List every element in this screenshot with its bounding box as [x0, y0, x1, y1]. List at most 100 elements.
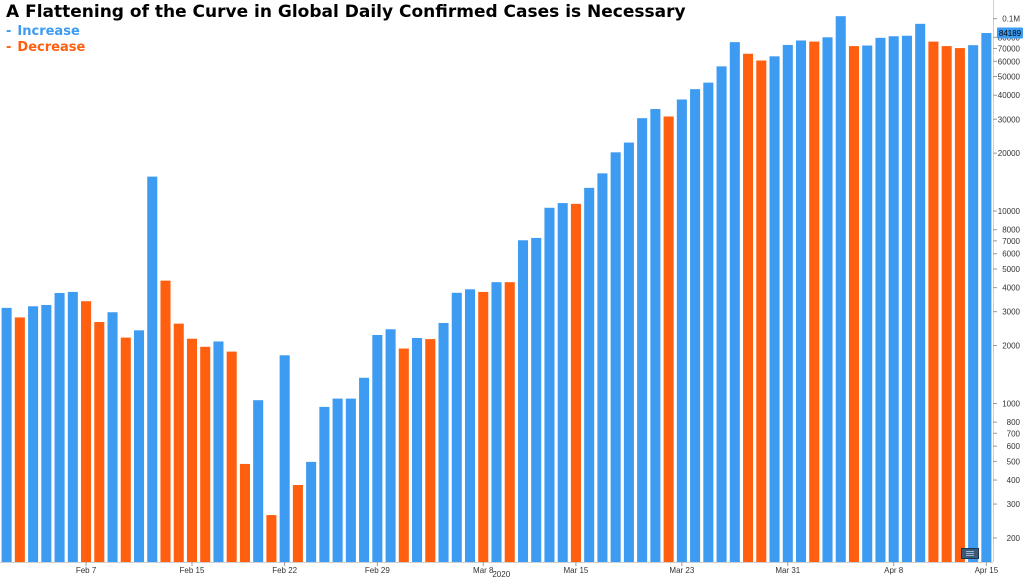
y-tick-label: 10000 [998, 207, 1021, 216]
bar-increase [491, 282, 502, 562]
bar-increase [372, 334, 383, 562]
last-value-tag [997, 27, 1023, 39]
bar-increase [147, 176, 158, 562]
y-tick-label: 1000 [1002, 399, 1020, 408]
y-tick-label: 400 [1007, 476, 1021, 485]
bar-increase [319, 406, 330, 562]
bar-decrease [94, 322, 105, 562]
x-tick-label: Mar 8 [473, 566, 494, 575]
bar-decrease [663, 116, 674, 562]
bar-increase [597, 173, 608, 562]
bar-decrease [239, 463, 250, 562]
y-tick-label: 20000 [998, 149, 1021, 158]
bar-increase [345, 398, 356, 562]
bar-decrease [928, 41, 939, 562]
bar-increase [544, 207, 555, 562]
bar-decrease [504, 282, 515, 562]
bar-increase [729, 42, 740, 562]
bar-decrease [120, 337, 131, 562]
bar-increase [716, 66, 727, 563]
bar-increase [795, 40, 807, 563]
bar-decrease [200, 346, 211, 562]
bar-increase [464, 289, 476, 562]
bar-increase [557, 203, 568, 562]
y-tick-label: 500 [1007, 457, 1021, 466]
bar-decrease [570, 203, 581, 563]
bar-increase [213, 341, 224, 562]
y-tick-label: 0.1M [1002, 15, 1020, 24]
bar-increase [107, 312, 118, 562]
bar-increase [981, 33, 992, 562]
bar-increase [915, 23, 926, 562]
bar-increase [769, 56, 780, 562]
y-tick-label: 8000 [1002, 226, 1020, 235]
y-tick-label: 50000 [998, 73, 1021, 82]
bar-decrease [226, 351, 237, 562]
bar-increase [133, 330, 145, 562]
bar-increase [835, 16, 846, 563]
x-tick-label: Feb 29 [365, 566, 390, 575]
legend-label-increase: Increase [17, 24, 80, 39]
y-tick-label: 5000 [1002, 265, 1020, 274]
bar-decrease [809, 41, 820, 562]
bar-increase [359, 377, 370, 562]
last-value-label: 84189 [999, 29, 1022, 38]
x-tick-label: Mar 23 [669, 566, 694, 575]
y-tick-label: 40000 [998, 91, 1021, 100]
legend-dash-icon: - [6, 24, 12, 39]
bar-decrease [186, 338, 198, 562]
bar-increase [703, 82, 714, 562]
bar-increase [888, 36, 899, 562]
bar-increase [279, 355, 290, 562]
table-view-icon[interactable] [961, 548, 979, 559]
bar-increase [54, 293, 65, 562]
bar-decrease [743, 53, 754, 562]
x-tick-label: Mar 15 [563, 566, 588, 575]
legend-item-decrease: - Decrease [6, 40, 85, 56]
legend-item-increase: - Increase [6, 24, 85, 40]
bar-increase [650, 109, 661, 562]
bar-increase [306, 461, 317, 562]
bar-increase [822, 37, 833, 563]
bar-decrease [398, 348, 409, 562]
bar-decrease [756, 60, 767, 562]
bar-decrease [292, 484, 303, 562]
bar-increase [676, 99, 687, 562]
x-tick-label: Feb 22 [272, 566, 297, 575]
bar-increase [623, 142, 634, 563]
bar-decrease [848, 46, 860, 563]
bar-decrease [478, 291, 489, 562]
y-tick-label: 70000 [998, 44, 1021, 53]
bar-increase [451, 292, 462, 562]
legend-dash-icon: - [6, 40, 12, 55]
bar-increase [862, 45, 873, 562]
x-tick-label: Feb 7 [76, 566, 97, 575]
bar-increase [610, 152, 621, 562]
y-tick-label: 200 [1007, 534, 1021, 543]
y-tick-label: 800 [1007, 418, 1021, 427]
bar-increase [438, 322, 449, 562]
bar-increase [584, 187, 595, 563]
y-tick-label: 30000 [998, 115, 1021, 124]
x-tick-label: Feb 15 [180, 566, 205, 575]
bar-decrease [954, 48, 965, 562]
bar-increase [968, 45, 979, 563]
y-tick-label: 6000 [1002, 250, 1020, 259]
bar-increase [28, 306, 39, 562]
y-tick-label: 7000 [1002, 237, 1020, 246]
bar-increase [412, 337, 423, 562]
bar-increase [67, 291, 78, 562]
y-tick-label: 600 [1007, 442, 1021, 451]
bar-increase [385, 329, 396, 562]
bar-increase [253, 400, 264, 562]
x-tick-label: Apr 8 [884, 566, 904, 575]
x-axis-label: 2020 [492, 570, 510, 579]
y-tick-label: 3000 [1002, 308, 1020, 317]
y-tick-label: 700 [1007, 429, 1021, 438]
x-tick-label: Mar 31 [775, 566, 800, 575]
bar-decrease [266, 515, 277, 562]
bar-increase [517, 240, 529, 562]
bar-increase [875, 37, 886, 562]
y-tick-label: 2000 [1002, 342, 1020, 351]
